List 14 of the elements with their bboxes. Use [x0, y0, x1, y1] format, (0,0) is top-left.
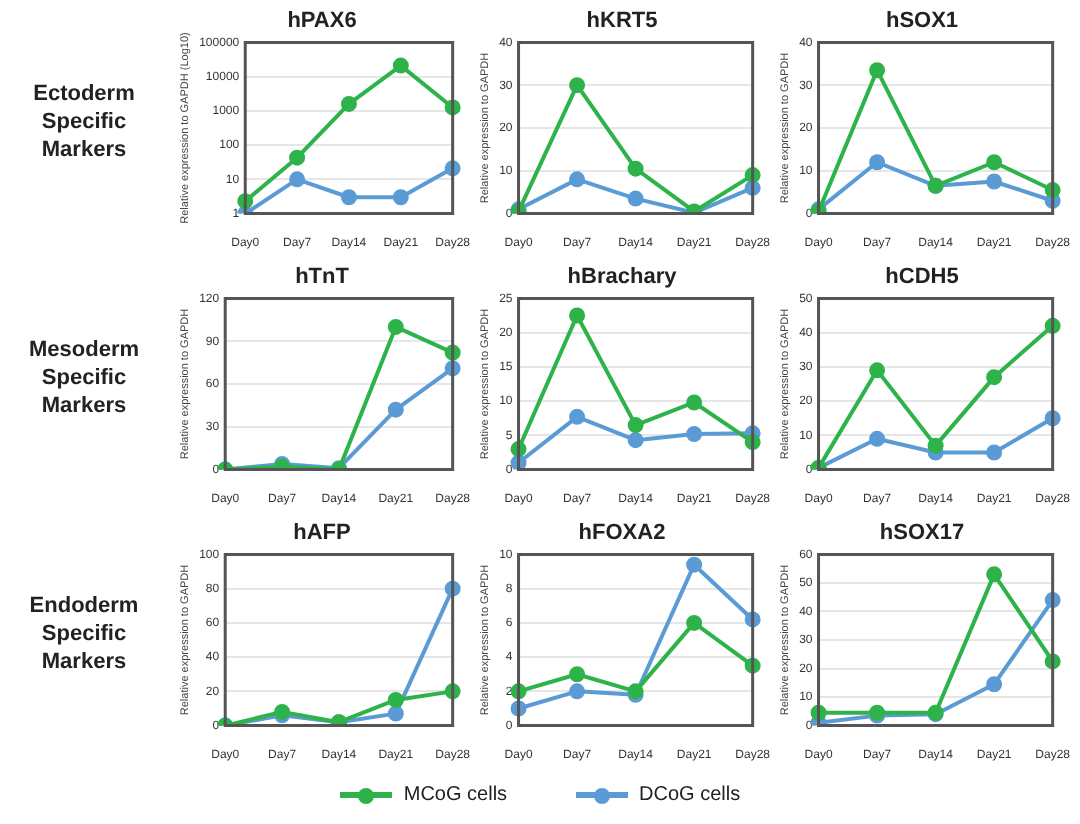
- chart-title: hFOXA2: [578, 521, 666, 546]
- chart-title: hKRT5: [586, 9, 658, 34]
- chart-title: hBrachary: [567, 265, 679, 290]
- legend-label: DCoG cells: [639, 784, 741, 806]
- legend-label: MCoG cells: [403, 784, 508, 806]
- chart-title: hPAX6: [287, 9, 357, 34]
- chart-title: hSOX1: [885, 9, 959, 34]
- chart-title: hCDH5: [885, 265, 959, 290]
- text: Endoderm Specific Markers: [27, 592, 141, 676]
- chart-title: hAFP: [293, 521, 351, 546]
- chart-title: hSOX17: [879, 521, 965, 546]
- text: Mesoderm Specific Markers: [26, 336, 142, 420]
- text: Ectoderm Specific Markers: [31, 80, 137, 164]
- chart-title: hTnT: [295, 265, 350, 290]
